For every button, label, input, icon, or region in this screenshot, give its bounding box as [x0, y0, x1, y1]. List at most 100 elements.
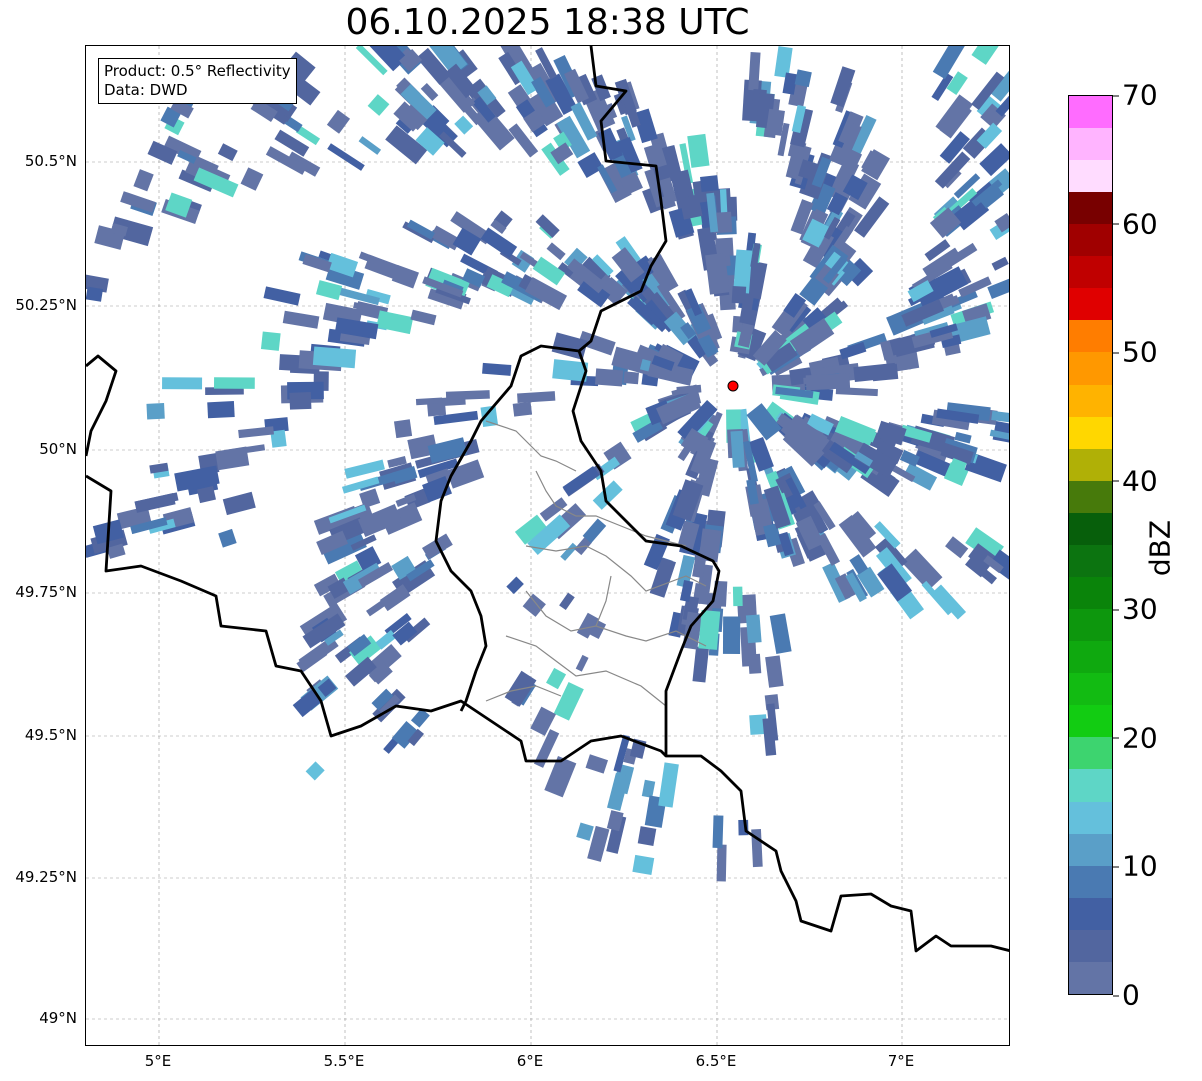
- echo-cell: [612, 136, 643, 176]
- echo-cell: [615, 236, 641, 266]
- echo-cell: [149, 462, 169, 474]
- echo-cell: [379, 694, 401, 716]
- colorbar-segment: [1069, 95, 1112, 128]
- echo-cell: [777, 122, 790, 157]
- echo-cell: [874, 521, 901, 549]
- colorbar: [1068, 95, 1113, 995]
- echo-cell: [853, 362, 897, 383]
- echo-cell: [566, 258, 606, 294]
- echo-cell: [560, 542, 578, 561]
- echo-cell: [588, 619, 607, 639]
- echo-cell: [992, 421, 1009, 444]
- colorbar-segment: [1069, 865, 1112, 898]
- echo-cell: [929, 207, 962, 239]
- echo-cell: [162, 377, 203, 390]
- echo-cell: [861, 150, 879, 172]
- radar-echoes: [86, 46, 1009, 882]
- echo-cell: [480, 405, 499, 427]
- colorbar-tick: 40: [1113, 464, 1158, 498]
- echo-cell: [133, 169, 154, 192]
- echo-cell: [552, 359, 589, 382]
- echo-cell: [427, 402, 447, 417]
- echo-cell: [391, 264, 419, 289]
- echo-cell: [312, 346, 357, 369]
- echo-cell: [731, 285, 747, 304]
- echo-cell: [732, 586, 743, 607]
- colorbar-segment: [1069, 224, 1112, 257]
- echo-cell: [763, 342, 798, 372]
- echo-cell: [690, 437, 717, 476]
- echo-cell: [174, 465, 220, 492]
- echo-cell: [733, 249, 753, 294]
- echo-cell: [643, 142, 667, 170]
- echo-cell: [591, 254, 614, 277]
- echo-cell: [765, 108, 785, 136]
- echo-cell: [315, 280, 343, 301]
- echo-cell: [900, 424, 933, 443]
- echo-cell: [427, 437, 468, 464]
- echo-cell: [439, 131, 467, 158]
- lat-tick: 50.25°N: [15, 296, 77, 314]
- echo-cell: [954, 431, 972, 444]
- echo-cell: [745, 614, 762, 644]
- colorbar-segment: [1069, 801, 1112, 834]
- echo-cell: [706, 192, 719, 233]
- echo-cell: [980, 103, 1006, 130]
- echo-cell: [822, 255, 848, 284]
- echo-cell: [795, 515, 824, 551]
- colorbar-tick: 50: [1113, 335, 1158, 369]
- province-borders: [485, 420, 707, 707]
- colorbar-segment: [1069, 673, 1112, 706]
- echo-cell: [427, 288, 465, 310]
- echo-cell: [341, 476, 380, 494]
- echo-cell: [971, 46, 1002, 65]
- echo-cell: [417, 458, 459, 479]
- echo-cell: [295, 125, 321, 146]
- echo-cell: [676, 554, 696, 588]
- echo-cell: [656, 343, 684, 368]
- colorbar-segment: [1069, 544, 1112, 577]
- echo-cell: [752, 330, 787, 366]
- lon-tick: 6.5°E: [695, 1052, 737, 1070]
- echo-cell: [632, 854, 655, 875]
- echo-cell: [938, 242, 978, 272]
- echo-cell: [454, 115, 474, 135]
- echo-cell: [193, 167, 239, 198]
- echo-cell: [350, 534, 377, 551]
- echo-cell: [575, 654, 589, 672]
- echo-cell: [605, 103, 618, 120]
- echo-cell: [924, 239, 951, 262]
- echo-cell: [806, 413, 834, 436]
- echo-cell: [750, 243, 761, 268]
- echo-cell: [647, 360, 694, 386]
- echo-cell: [861, 149, 891, 181]
- echo-cell: [564, 68, 589, 104]
- echo-cell: [357, 504, 403, 538]
- echo-cell: [782, 72, 798, 95]
- echo-cell: [921, 580, 953, 616]
- echo-cell: [392, 621, 418, 646]
- echo-cell: [512, 401, 533, 417]
- echo-cell: [160, 106, 181, 128]
- echo-cell: [385, 125, 428, 165]
- echo-cell: [177, 150, 197, 164]
- echo-cell: [834, 258, 862, 287]
- echo-cell: [355, 46, 388, 76]
- echo-cell: [86, 286, 104, 302]
- echo-cell: [611, 247, 645, 283]
- echo-cell: [939, 102, 972, 139]
- echo-cell: [546, 242, 566, 261]
- echo-cell: [407, 728, 425, 747]
- echo-cell: [391, 721, 419, 749]
- echo-cell: [582, 518, 607, 544]
- echo-cell: [324, 629, 344, 646]
- echo-cell: [317, 678, 337, 698]
- echo-cell: [929, 323, 958, 338]
- colorbar-segment: [1069, 384, 1112, 417]
- echo-cell: [544, 756, 577, 798]
- echo-cell: [991, 256, 1009, 271]
- colorbar-tick: 70: [1113, 78, 1158, 112]
- echo-cell: [130, 517, 168, 535]
- map-title: 06.10.2025 18:38 UTC: [345, 2, 750, 43]
- echo-cell: [577, 152, 604, 178]
